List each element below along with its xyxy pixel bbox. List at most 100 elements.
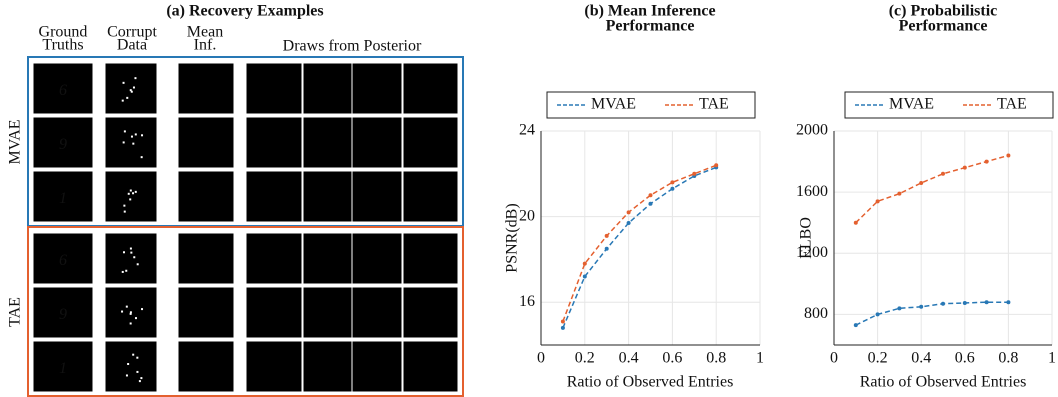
digit-image: 1 (373, 360, 381, 377)
image-cell (177, 170, 235, 223)
digit-image: 6 (270, 252, 278, 269)
point (853, 220, 858, 225)
y-tick-label: 1200 (796, 244, 828, 261)
point (919, 180, 924, 185)
point (941, 171, 945, 176)
digit-image: 9 (373, 306, 381, 323)
noise-pixel (132, 192, 135, 195)
digit-image: 9 (373, 136, 381, 153)
image-cell (402, 116, 459, 169)
noise-pixel (141, 134, 144, 137)
digit-image: 1 (373, 190, 381, 207)
column-header: Inf. (194, 37, 217, 54)
y-axis-label: PSNR(dB) (504, 203, 521, 272)
point (897, 306, 902, 311)
column-header: Draws from Posterior (283, 38, 422, 55)
column-header: Truths (42, 37, 83, 54)
point (648, 201, 653, 206)
noise-pixel (134, 190, 137, 193)
point (626, 221, 631, 226)
image-cell (177, 286, 235, 339)
point (853, 323, 858, 328)
image-cell (32, 116, 94, 169)
image-cell (177, 232, 235, 285)
y-tick-label: 24 (519, 122, 535, 139)
point (648, 193, 653, 198)
point (875, 199, 880, 204)
noise-pixel (138, 380, 141, 383)
point (604, 233, 609, 238)
y-tick-label: 800 (804, 305, 828, 322)
digit-image: 1 (202, 360, 210, 377)
noise-pixel (129, 322, 132, 325)
x-tick-label: 0.4 (619, 350, 639, 367)
noise-pixel (123, 204, 126, 207)
row-label: TAE (7, 297, 24, 327)
noise-pixel (134, 77, 137, 80)
digit-image: 1 (324, 190, 332, 207)
image-cell (32, 170, 94, 223)
image-cell (402, 232, 459, 285)
image-cell (402, 286, 459, 339)
image-cell (302, 232, 353, 285)
digit-image: 6 (202, 82, 210, 99)
digit-image: 6 (270, 82, 278, 99)
image-cell (245, 286, 303, 339)
x-tick-label: 0 (830, 350, 838, 367)
noise-pixel (121, 270, 124, 273)
point (1006, 153, 1011, 158)
noise-pixel (127, 363, 130, 366)
noise-pixel (132, 142, 135, 145)
noise-pixel (134, 133, 137, 136)
point (670, 180, 675, 185)
noise-pixel (125, 269, 128, 272)
image-cell (351, 232, 403, 285)
noise-pixel (133, 256, 136, 259)
image-cell (402, 62, 459, 115)
noise-pixel (129, 311, 132, 314)
x-tick-label: 0.6 (955, 350, 975, 367)
digit-image: 6 (427, 252, 435, 269)
noise-pixel (122, 141, 125, 144)
point (626, 210, 631, 215)
column-header: Data (117, 37, 147, 54)
point (984, 159, 989, 164)
digit-image: 1 (324, 360, 332, 377)
point (560, 319, 565, 324)
legend-label: TAE (997, 96, 1027, 113)
legend-label: TAE (699, 96, 729, 113)
noise-pixel (121, 310, 124, 313)
x-tick-label: 0.8 (998, 350, 1018, 367)
image-cell (104, 116, 158, 169)
point (670, 186, 675, 191)
panel-title: (a) Recovery Examples (166, 3, 323, 20)
column-header: Ground (39, 24, 88, 41)
image-cell (177, 62, 235, 115)
chart-title: (c) Probabilistic (889, 3, 998, 20)
digit-image: 6 (373, 252, 381, 269)
image-cell (402, 170, 459, 223)
noise-pixel (121, 99, 124, 102)
y-tick-label: 1600 (796, 183, 828, 200)
image-cell (104, 232, 158, 285)
digit-image: 1 (59, 360, 67, 377)
noise-pixel (136, 370, 139, 373)
noise-pixel (123, 210, 126, 213)
image-cell (177, 116, 235, 169)
digit-image: 9 (427, 306, 435, 323)
noise-pixel (129, 247, 132, 250)
row-label: MVAE (7, 119, 24, 164)
x-axis-label: Ratio of Observed Entries (567, 374, 734, 391)
noise-pixel (130, 135, 133, 138)
point (582, 274, 587, 279)
x-tick-label: 0.6 (662, 350, 682, 367)
digit-image: 9 (59, 136, 67, 153)
noise-pixel (129, 312, 132, 315)
digit-image: 1 (270, 190, 278, 207)
image-cell (32, 286, 94, 339)
digit-image: 9 (59, 306, 67, 323)
noise-pixel (136, 263, 139, 266)
noise-pixel (132, 353, 135, 356)
